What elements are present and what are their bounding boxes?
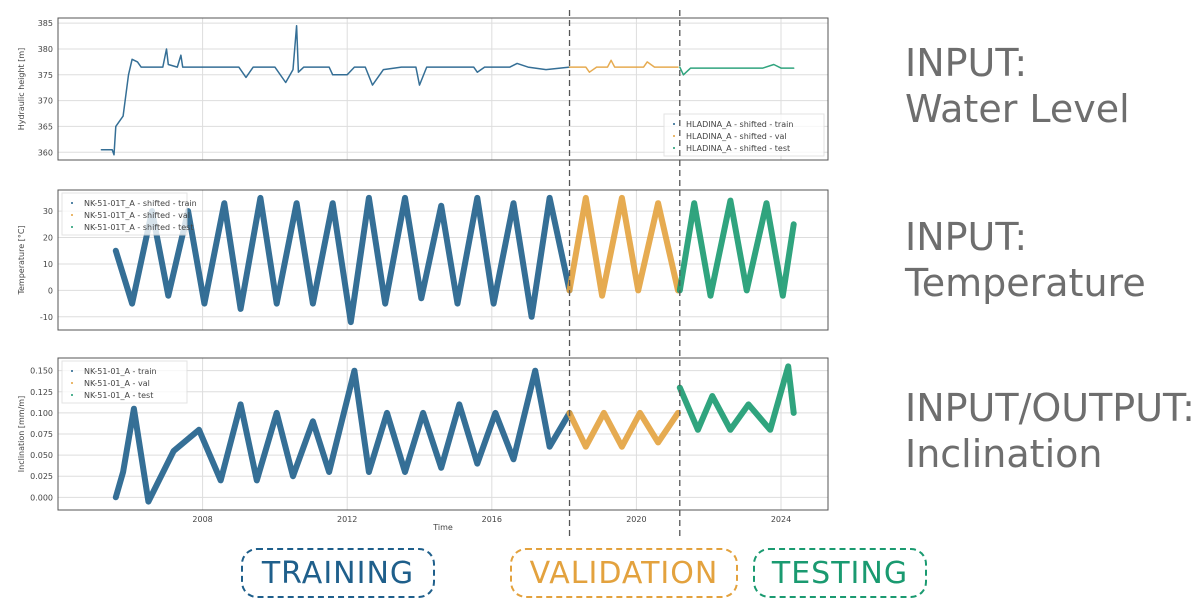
series-test xyxy=(676,363,797,433)
side-label-line: Water Level xyxy=(905,87,1130,131)
legend-entry: HLADINA_A - shifted - val xyxy=(686,132,787,141)
chart: 360 365 370 375 380 385 Hydraulic height [m] HL… xyxy=(17,10,829,540)
side-label-inclination: INPUT/OUTPUT: Inclination xyxy=(905,385,1195,477)
legend-entry: NK-51-01_A - test xyxy=(84,391,153,400)
legend-entry: NK-51-01_A - train xyxy=(84,367,157,376)
testing-tag: TESTING xyxy=(753,548,927,598)
x-tick-label: 2008 xyxy=(192,515,212,524)
y-tick-label: 0 xyxy=(48,286,53,295)
legend xyxy=(61,192,188,236)
legend-marker-train xyxy=(673,123,675,125)
series-train xyxy=(100,24,571,156)
legend xyxy=(61,360,188,404)
legend-marker-test xyxy=(673,147,675,149)
training-tag: TRAINING xyxy=(241,548,435,598)
side-label-line: INPUT/OUTPUT: xyxy=(905,386,1195,430)
y-tick-label: 0.150 xyxy=(30,367,53,376)
axes-frame xyxy=(57,17,829,161)
y-tick-label: 20 xyxy=(43,234,53,243)
y-tick-label: 385 xyxy=(38,19,53,28)
x-tick-label: 2016 xyxy=(482,515,502,524)
side-label-line: INPUT: xyxy=(905,215,1028,259)
legend-entry: HLADINA_A - shifted - test xyxy=(686,144,790,153)
legend-entry: NK-51-01_A - val xyxy=(84,379,150,388)
legend-entry: NK-51-01T_A - shifted - train xyxy=(84,199,197,208)
side-label-line: Inclination xyxy=(905,432,1103,476)
y-tick-label: 0.125 xyxy=(30,388,53,397)
y-tick-label: 30 xyxy=(43,207,53,216)
y-tick-label: 360 xyxy=(38,148,53,157)
series-val xyxy=(566,409,681,450)
y-tick-label: 375 xyxy=(38,71,53,80)
x-axis-label: Time xyxy=(432,523,453,532)
x-tick-label: 2020 xyxy=(626,515,646,524)
y-tick-label: 0.100 xyxy=(30,409,53,418)
legend-marker-val xyxy=(71,382,73,384)
y-tick-label: 0.075 xyxy=(30,430,53,439)
legend-entry: NK-51-01T_A - shifted - test xyxy=(84,223,193,232)
y-tick-label: -10 xyxy=(40,313,53,322)
side-label-water-level: INPUT: Water Level xyxy=(905,40,1130,132)
y-tick-label: 370 xyxy=(38,97,53,106)
series-test xyxy=(679,63,795,76)
validation-tag: VALIDATION xyxy=(510,548,738,598)
legend-marker-test xyxy=(71,394,73,396)
y-tick-label: 10 xyxy=(43,260,53,269)
x-tick-label: 2024 xyxy=(771,515,791,524)
series-train xyxy=(112,194,573,326)
side-label-line: Temperature xyxy=(905,261,1146,305)
side-label-temperature: INPUT: Temperature xyxy=(905,214,1146,306)
legend-entry: HLADINA_A - shifted - train xyxy=(686,120,793,129)
axes-frame xyxy=(57,357,829,511)
legend-marker-train xyxy=(71,370,73,372)
y-tick-label: 365 xyxy=(38,122,53,131)
legend-marker-val xyxy=(71,214,73,216)
series-val xyxy=(568,59,679,73)
legend-marker-val xyxy=(673,135,675,137)
axes-frame xyxy=(57,189,829,331)
y-axis-label: Hydraulic height [m] xyxy=(17,48,26,131)
legend-marker-train xyxy=(71,202,73,204)
series-train xyxy=(112,367,573,505)
y-tick-label: 0.000 xyxy=(30,493,53,502)
x-tick-label: 2012 xyxy=(337,515,357,524)
y-tick-label: 380 xyxy=(38,45,53,54)
y-tick-label: 0.025 xyxy=(30,472,53,481)
y-axis-label: Inclination [mm/m] xyxy=(17,396,26,472)
series-test xyxy=(676,197,797,299)
y-axis-label: Temperature [°C] xyxy=(17,225,26,295)
legend-entry: NK-51-01T_A - shifted - val xyxy=(84,211,190,220)
legend xyxy=(663,113,825,157)
side-label-line: INPUT: xyxy=(905,41,1028,85)
y-tick-label: 0.050 xyxy=(30,451,53,460)
series-val xyxy=(566,194,681,299)
legend-marker-test xyxy=(71,226,73,228)
